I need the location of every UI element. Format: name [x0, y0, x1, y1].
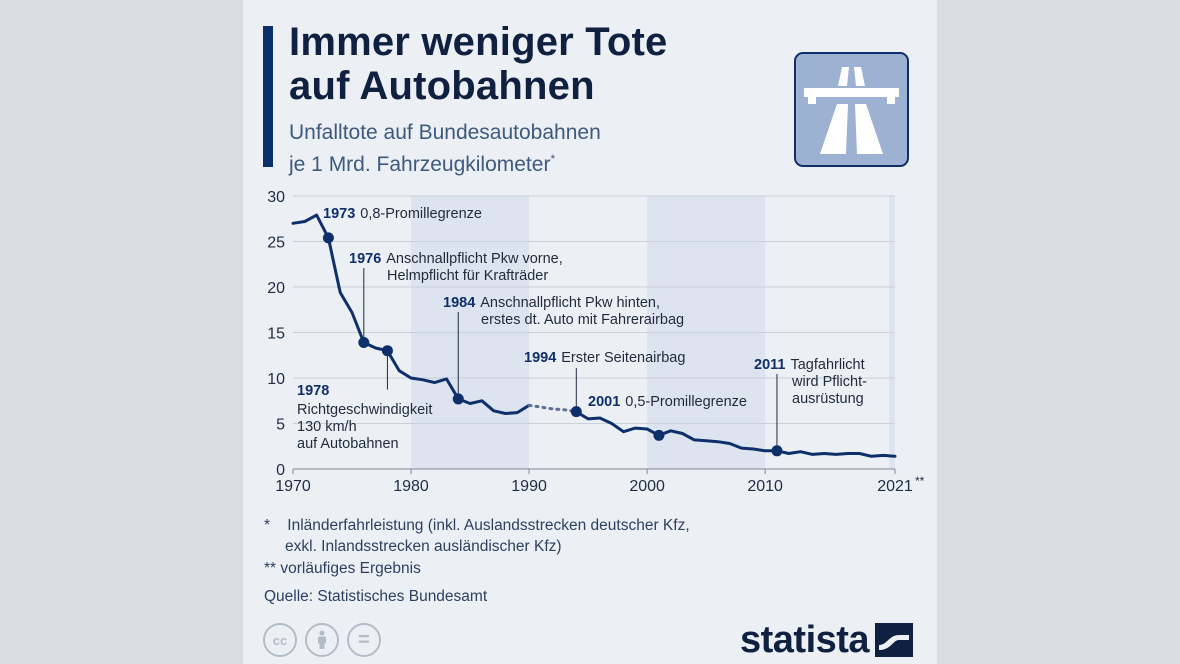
y-tick-label: 25: [267, 235, 285, 252]
footnote-1: * Inländerfahrleistung (inkl. Auslandsst…: [264, 516, 924, 537]
marker-2011: [771, 445, 783, 457]
person-icon: [318, 630, 326, 649]
annotation-text-line: Anschnallpflicht Pkw vorne,: [386, 251, 563, 267]
title-line-1: Immer weniger Tote: [289, 20, 668, 64]
annotation-year: 1976: [349, 251, 381, 267]
y-axis-ticks: 0 5 10 15 20 25 30: [267, 189, 285, 479]
annotation-text-line: Anschnallpflicht Pkw hinten,: [480, 295, 660, 311]
cc-label: cc: [272, 632, 288, 648]
annotation-1973: 1973 0,8-Promillegrenze: [323, 206, 482, 222]
x-tick-label: 2000: [629, 478, 665, 495]
accent-bar: [263, 26, 273, 167]
subtitle-line-2-text: je 1 Mrd. Fahrzeugkilometer: [289, 153, 551, 176]
x-tick-label: 1990: [511, 478, 547, 495]
annotation-year: 1984: [443, 295, 475, 311]
footnote-2-text: vorläufiges Ergebnis: [280, 560, 421, 577]
marker-1984: [452, 393, 464, 405]
title-line-2: auf Autobahnen: [289, 64, 595, 108]
annotation-text-line: ausrüstung: [792, 391, 864, 407]
page-title: Immer weniger Tote auf Autobahnen: [289, 20, 749, 108]
x-tick-footnote-mark: **: [915, 474, 925, 488]
annotation-text-line: wird Pflicht-: [791, 374, 867, 390]
footnote-1-line-1: Inländerfahrleistung (inkl. Auslandsstre…: [287, 517, 690, 534]
footnote-1-mark: *: [264, 517, 271, 534]
marker-1976: [358, 337, 370, 349]
series-line-2: [574, 410, 897, 458]
marker-2001: [653, 429, 665, 441]
x-tick-label: 1970: [275, 478, 311, 495]
y-tick-label: 5: [276, 417, 285, 434]
marker-1973: [322, 232, 334, 244]
y-tick-label: 0: [276, 462, 285, 479]
annotation-year: 1994: [524, 350, 556, 366]
annotation-2011: 2011 Tagfahrlicht wird Pflicht-ausrüstung: [754, 357, 867, 407]
annotation-text-line: auf Autobahnen: [297, 436, 399, 452]
y-tick-label: 20: [267, 280, 285, 297]
infographic-card: Immer weniger Tote auf Autobahnen Unfall…: [243, 0, 937, 664]
annotation-text-line: erstes dt. Auto mit Fahrerairbag: [481, 312, 684, 328]
y-tick-label: 30: [267, 189, 285, 206]
annotation-year: 1973: [323, 206, 355, 222]
x-tick-label: 2010: [747, 478, 783, 495]
series-line-gap: [527, 403, 578, 414]
annotations: 1973 0,8-Promillegrenze 1976 Anschnallpflic…: [297, 206, 867, 452]
y-tick-label: 10: [267, 371, 285, 388]
subtitle: Unfalltote auf Bundesautobahnen je 1 Mrd…: [289, 119, 729, 178]
subtitle-footnote-mark: *: [550, 152, 556, 166]
license-icons: cc =: [263, 623, 381, 659]
series-line-0: [291, 213, 531, 415]
marker-1978: [381, 345, 393, 357]
subtitle-line-2: je 1 Mrd. Fahrzeugkilometer*: [289, 146, 729, 178]
annotation-1978: 1978 Richtgeschwindigkeit 130 km/h auf Auto…: [297, 383, 432, 452]
subtitle-line-1: Unfalltote auf Bundesautobahnen: [289, 121, 601, 144]
annotation-connectors: [363, 268, 778, 451]
annotation-1976: 1976 Anschnallpflicht Pkw vorne, Helmpflic…: [349, 251, 563, 284]
brand-name: statista: [740, 618, 870, 661]
equals-label: =: [358, 628, 370, 651]
x-tick-label: 1980: [393, 478, 429, 495]
connector-1978: [386, 350, 388, 390]
annotation-year: 1978: [297, 383, 329, 399]
attribution-icon[interactable]: [305, 623, 339, 657]
no-derivatives-icon[interactable]: =: [347, 623, 381, 657]
annotation-text-line: 0,5-Promillegrenze: [625, 394, 747, 410]
annotation-text-line: 130 km/h: [297, 419, 357, 435]
series-layer: [291, 213, 897, 458]
event-markers: [322, 232, 783, 457]
gridlines: [293, 195, 895, 470]
annotation-text-line: Richtgeschwindigkeit: [297, 402, 432, 418]
statista-logo-icon: [875, 623, 914, 657]
x-axis-ticks: 1970 1980 1990 2000 2010 2021 **: [275, 469, 925, 495]
annotation-1994: 1994 Erster Seitenairbag: [524, 350, 685, 366]
footnote-2: ** vorläufiges Ergebnis: [264, 559, 924, 580]
cc-icon[interactable]: cc: [263, 623, 297, 657]
annotation-text-line: Helmpflicht für Krafträder: [387, 268, 548, 284]
annotation-text-line: Erster Seitenairbag: [561, 350, 685, 366]
annotation-text-line: 0,8-Promillegrenze: [360, 206, 482, 222]
annotation-2001: 2001 0,5-Promillegrenze: [588, 394, 747, 410]
statista-brand[interactable]: statista: [740, 617, 914, 663]
annotation-1984: 1984 Anschnallpflicht Pkw hinten, erstes d…: [443, 295, 684, 328]
annotation-text-line: Tagfahrlicht: [790, 357, 864, 373]
source-line: Quelle: Statistisches Bundesamt: [264, 587, 488, 605]
marker-1994: [570, 406, 582, 418]
footnotes: * Inländerfahrleistung (inkl. Auslandsst…: [264, 516, 924, 607]
footnote-2-mark: **: [264, 560, 277, 577]
annotation-year: 2001: [588, 394, 620, 410]
x-tick-label: 2021: [877, 478, 913, 495]
footnote-1-line-2: exkl. Inlandsstrecken ausländischer Kfz): [285, 537, 562, 555]
annotation-year: 2011: [754, 357, 785, 373]
y-tick-label: 15: [267, 326, 285, 343]
highway-icon: [794, 52, 909, 167]
